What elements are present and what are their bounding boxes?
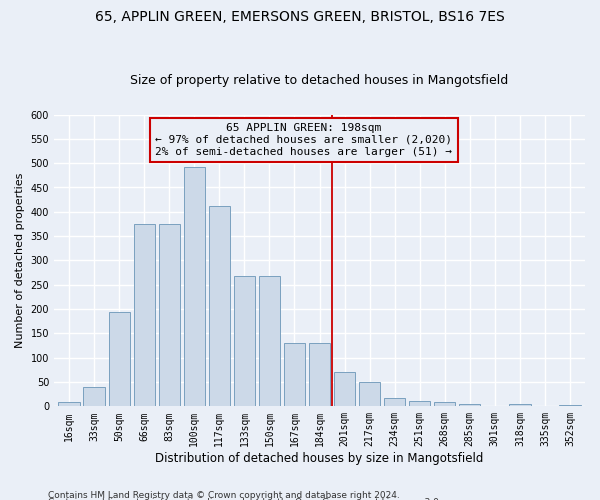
- Bar: [409, 402, 430, 406]
- Text: 65 APPLIN GREEN: 198sqm
← 97% of detached houses are smaller (2,020)
2% of semi-: 65 APPLIN GREEN: 198sqm ← 97% of detache…: [155, 124, 452, 156]
- X-axis label: Distribution of detached houses by size in Mangotsfield: Distribution of detached houses by size …: [155, 452, 484, 465]
- Text: Contains HM Land Registry data © Crown copyright and database right 2024.: Contains HM Land Registry data © Crown c…: [48, 490, 400, 500]
- Text: 65, APPLIN GREEN, EMERSONS GREEN, BRISTOL, BS16 7ES: 65, APPLIN GREEN, EMERSONS GREEN, BRISTO…: [95, 10, 505, 24]
- Bar: [284, 342, 305, 406]
- Bar: [359, 382, 380, 406]
- Bar: [259, 276, 280, 406]
- Bar: [234, 276, 255, 406]
- Bar: [384, 398, 406, 406]
- Bar: [109, 312, 130, 406]
- Bar: [134, 224, 155, 406]
- Bar: [184, 167, 205, 406]
- Bar: [158, 224, 180, 406]
- Bar: [509, 404, 530, 406]
- Bar: [434, 402, 455, 406]
- Bar: [459, 404, 481, 406]
- Title: Size of property relative to detached houses in Mangotsfield: Size of property relative to detached ho…: [130, 74, 509, 87]
- Text: Contains public sector information licensed under the Open Government Licence v3: Contains public sector information licen…: [48, 498, 442, 500]
- Bar: [334, 372, 355, 406]
- Y-axis label: Number of detached properties: Number of detached properties: [15, 173, 25, 348]
- Bar: [209, 206, 230, 406]
- Bar: [309, 342, 330, 406]
- Bar: [58, 402, 80, 406]
- Bar: [83, 387, 105, 406]
